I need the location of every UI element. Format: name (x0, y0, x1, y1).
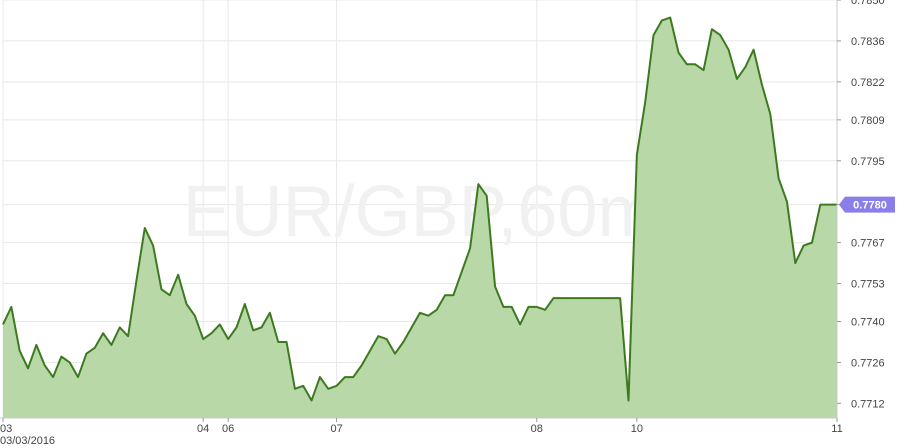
x-axis-tick-label: 06 (222, 423, 234, 435)
y-axis-tick-label: 0.7712 (851, 398, 885, 410)
last-value-badge-shape (839, 196, 895, 213)
y-axis-tick-label: 0.7740 (851, 317, 885, 329)
y-axis-tick-label: 0.7795 (851, 156, 885, 168)
watermark: EUR/GBP,60m (183, 172, 658, 252)
series-area-fill (3, 17, 837, 418)
last-value-badge-label: 0.7780 (853, 200, 887, 212)
x-axis-tick-label: 07 (330, 423, 342, 435)
y-axis-tick-labels: 0.7712 0.7726 0.7740 0.7753 0.7767 0.7780 0.77… (837, 0, 885, 410)
y-axis-tick-label: 0.7822 (851, 77, 885, 89)
date-label: 03/03/2016 (0, 435, 55, 447)
y-axis-tick-label: 0.7767 (851, 238, 885, 250)
x-axis-tick-label: 08 (531, 423, 543, 435)
x-axis-tick-label: 11 (831, 423, 842, 435)
x-axis-tick-label: 10 (631, 423, 643, 435)
y-axis-tick-label: 0.7726 (851, 357, 885, 369)
y-axis-tick-label: 0.7809 (851, 115, 885, 127)
last-value-badge: 0.7780 (839, 196, 895, 213)
x-axis-tick-labels: 03 04 06 07 08 10 11 (0, 418, 843, 435)
x-axis-tick-label: 04 (197, 423, 209, 435)
y-axis-tick-label: 0.7850 (851, 0, 885, 7)
axis-layer (0, 0, 838, 419)
series-line (2, 16, 837, 402)
y-axis-tick-label: 0.7836 (851, 36, 885, 48)
x-axis-tick-label: 03 (0, 423, 12, 435)
area-layer (2, 16, 837, 418)
y-axis-tick-label: 0.7753 (851, 279, 885, 291)
